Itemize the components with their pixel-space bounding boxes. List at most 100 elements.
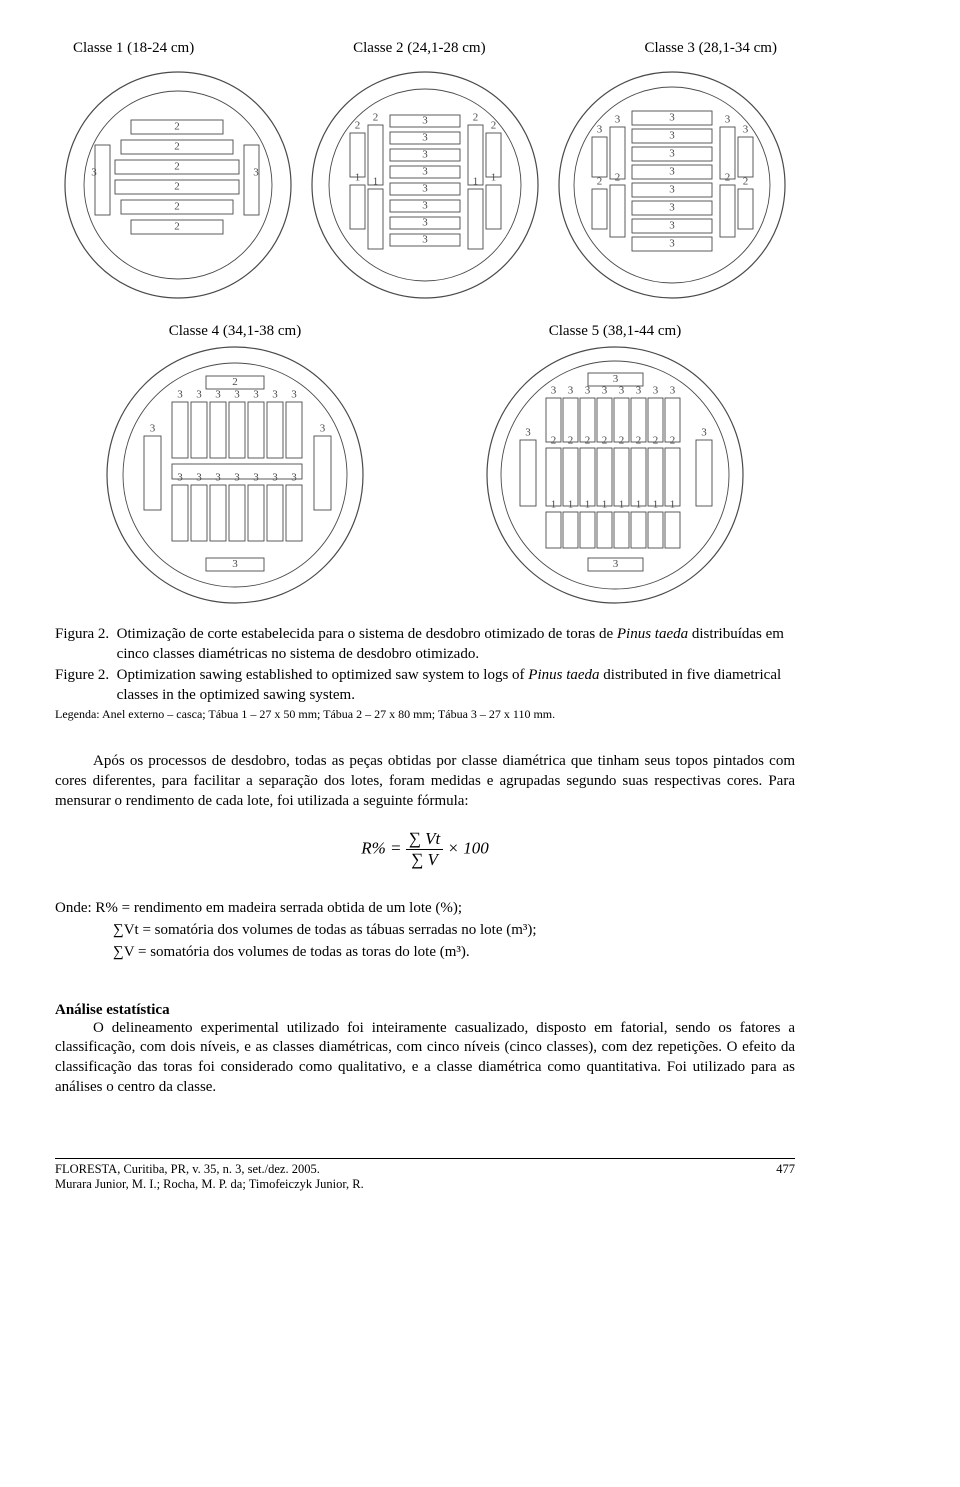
analysis-head: Análise estatística [55,1002,795,1019]
svg-text:3: 3 [196,472,202,484]
caption-en-body: Optimization sawing established to optim… [117,665,795,706]
svg-text:3: 3 [614,114,620,126]
diagram-row-1: 22222233 3333333322112211 33333333332233… [55,65,795,305]
svg-text:3: 3 [291,389,297,401]
svg-text:3: 3 [669,130,675,142]
svg-text:3: 3 [253,389,259,401]
svg-text:2: 2 [373,112,379,124]
svg-text:3: 3 [742,124,748,136]
label-classe-2: Classe 2 (24,1-28 cm) [353,40,485,57]
onde-line-1: Onde: R% = rendimento em madeira serrada… [55,898,795,920]
log-diagram-c1: 22222233 [58,65,298,305]
svg-text:3: 3 [196,389,202,401]
svg-text:3: 3 [585,385,591,397]
svg-text:2: 2 [473,112,479,124]
svg-text:3: 3 [234,389,240,401]
svg-text:3: 3 [619,385,625,397]
svg-text:2: 2 [670,435,676,447]
svg-text:2: 2 [551,435,557,447]
svg-text:3: 3 [422,183,428,195]
svg-text:1: 1 [568,499,574,511]
caption-pt-body: Otimização de corte estabelecida para o … [117,624,795,665]
svg-text:2: 2 [585,435,591,447]
log-diagram-c3: 3333333333223322 [552,65,792,305]
svg-text:3: 3 [653,385,659,397]
label-classe-4: Classe 4 (34,1-38 cm) [169,323,301,340]
svg-text:3: 3 [669,220,675,232]
svg-text:3: 3 [320,423,326,435]
formula-numerator: ∑ Vt [406,829,443,850]
figure-caption: Figura 2. Otimização de corte estabeleci… [55,624,795,705]
svg-text:3: 3 [613,373,619,385]
svg-text:3: 3 [669,166,675,178]
svg-text:3: 3 [613,558,619,570]
svg-text:1: 1 [636,499,642,511]
onde-line-2: ∑Vt = somatória dos volumes de todas as … [55,920,795,942]
footer-page-number: 477 [776,1162,795,1178]
svg-text:3: 3 [232,558,238,570]
svg-text:3: 3 [215,472,221,484]
svg-text:3: 3 [92,167,98,179]
log-diagram-c4: 233333333333333333 [100,340,370,610]
svg-text:3: 3 [669,184,675,196]
svg-text:2: 2 [232,376,238,388]
svg-text:3: 3 [669,112,675,124]
onde-block: Onde: R% = rendimento em madeira serrada… [55,898,795,963]
formula-denominator: ∑ V [406,850,443,870]
svg-text:2: 2 [742,176,748,188]
svg-text:2: 2 [636,435,642,447]
svg-text:2: 2 [602,435,608,447]
svg-text:2: 2 [568,435,574,447]
svg-text:3: 3 [422,217,428,229]
svg-text:3: 3 [272,472,278,484]
diagram-row-2: Classe 4 (34,1-38 cm) 233333333333333333… [55,323,795,610]
svg-text:2: 2 [175,121,181,133]
svg-text:2: 2 [596,176,602,188]
svg-text:2: 2 [614,172,620,184]
formula-lhs: R% = [361,839,401,858]
svg-text:3: 3 [234,472,240,484]
svg-text:3: 3 [724,114,730,126]
formula-tail: × 100 [448,839,489,858]
svg-text:1: 1 [602,499,608,511]
svg-text:2: 2 [653,435,659,447]
formula-fraction: ∑ Vt ∑ V [406,829,443,870]
svg-text:3: 3 [669,202,675,214]
caption-en-head: Figure 2. [55,665,117,706]
svg-text:3: 3 [701,427,707,439]
formula: R% = ∑ Vt ∑ V × 100 [55,829,795,870]
svg-text:2: 2 [619,435,625,447]
svg-text:3: 3 [422,234,428,246]
svg-text:3: 3 [525,427,531,439]
svg-text:3: 3 [568,385,574,397]
svg-text:3: 3 [602,385,608,397]
svg-text:3: 3 [291,472,297,484]
onde-line-3: ∑V = somatória dos volumes de todas as t… [55,942,795,964]
label-classe-1: Classe 1 (18-24 cm) [73,40,194,57]
svg-text:1: 1 [491,172,497,184]
page-footer: FLORESTA, Curitiba, PR, v. 35, n. 3, set… [55,1158,795,1193]
svg-text:1: 1 [619,499,625,511]
footer-authors: Murara Junior, M. I.; Rocha, M. P. da; T… [55,1177,364,1193]
svg-text:2: 2 [175,221,181,233]
svg-text:3: 3 [422,166,428,178]
svg-text:3: 3 [215,389,221,401]
labels-row-1: Classe 1 (18-24 cm) Classe 2 (24,1-28 cm… [55,40,795,57]
paragraph-1: Após os processos de desdobro, todas as … [55,752,795,811]
svg-text:3: 3 [422,132,428,144]
svg-text:2: 2 [724,172,730,184]
log-diagram-c2: 3333333322112211 [305,65,545,305]
svg-text:3: 3 [254,167,260,179]
svg-text:3: 3 [669,238,675,250]
svg-text:3: 3 [422,149,428,161]
label-classe-5: Classe 5 (38,1-44 cm) [549,323,681,340]
svg-text:1: 1 [585,499,591,511]
svg-text:3: 3 [253,472,259,484]
svg-text:2: 2 [491,120,497,132]
svg-text:3: 3 [177,389,183,401]
svg-text:3: 3 [636,385,642,397]
footer-journal: FLORESTA, Curitiba, PR, v. 35, n. 3, set… [55,1162,364,1178]
svg-text:3: 3 [150,423,156,435]
svg-text:2: 2 [175,141,181,153]
log-diagram-c5: 3333333332222222211111111333 [480,340,750,610]
